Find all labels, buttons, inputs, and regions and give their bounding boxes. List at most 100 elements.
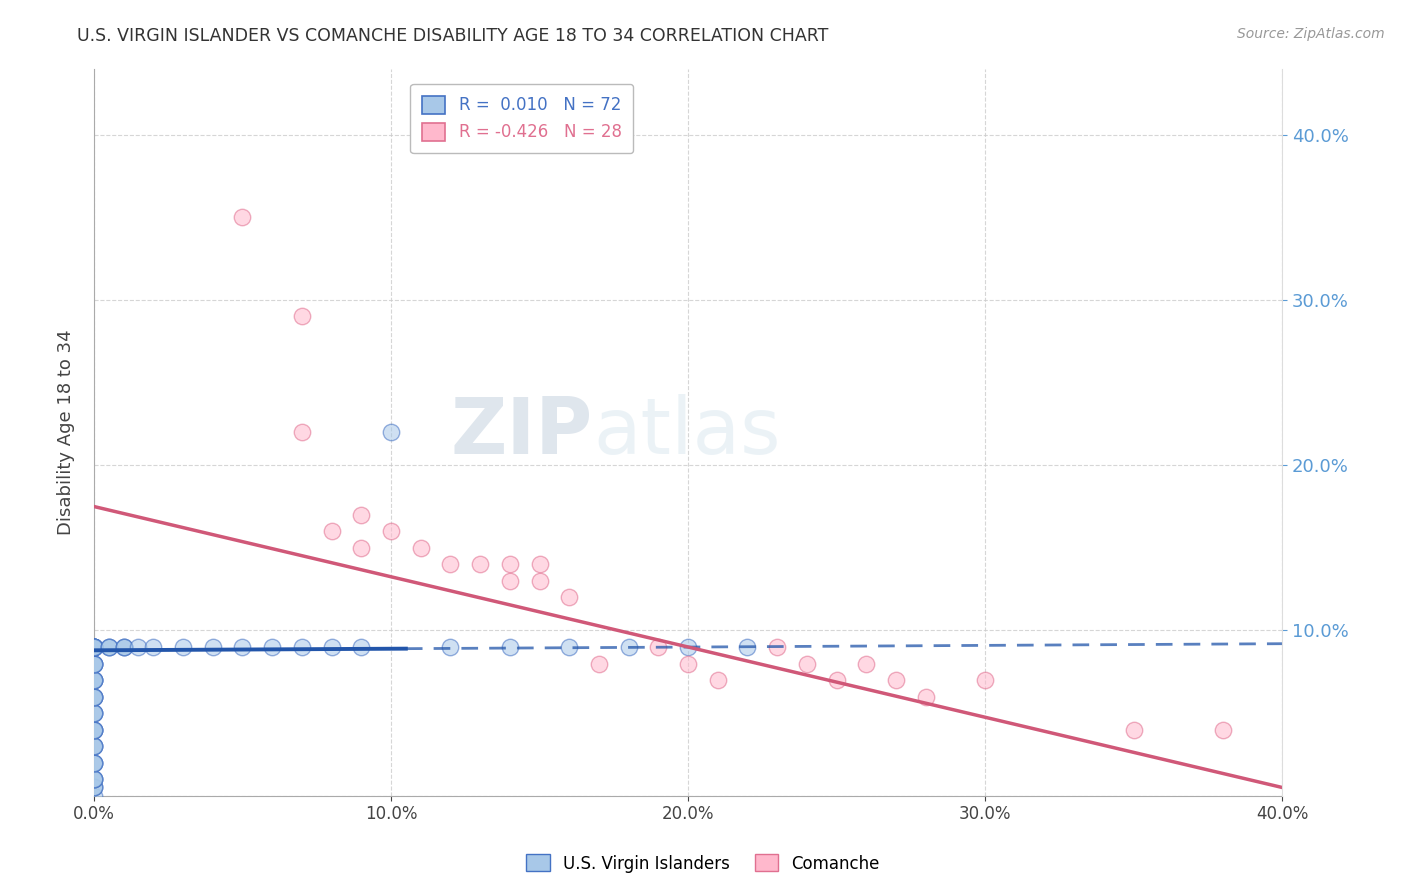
Point bbox=[499, 558, 522, 572]
Point bbox=[83, 780, 105, 795]
Point bbox=[83, 690, 105, 704]
Point bbox=[83, 739, 105, 754]
Point bbox=[83, 657, 105, 671]
Point bbox=[350, 640, 373, 654]
Point bbox=[231, 211, 253, 225]
Point bbox=[83, 640, 105, 654]
Point bbox=[1122, 723, 1144, 737]
Point bbox=[83, 706, 105, 720]
Point bbox=[83, 640, 105, 654]
Point bbox=[83, 723, 105, 737]
Point bbox=[83, 657, 105, 671]
Point bbox=[83, 789, 105, 803]
Point bbox=[380, 425, 402, 439]
Point bbox=[127, 640, 149, 654]
Point bbox=[83, 640, 105, 654]
Point bbox=[83, 780, 105, 795]
Point bbox=[529, 558, 551, 572]
Point bbox=[499, 640, 522, 654]
Legend: U.S. Virgin Islanders, Comanche: U.S. Virgin Islanders, Comanche bbox=[520, 847, 886, 880]
Point bbox=[83, 657, 105, 671]
Point bbox=[83, 690, 105, 704]
Point bbox=[83, 640, 105, 654]
Point bbox=[83, 706, 105, 720]
Text: Source: ZipAtlas.com: Source: ZipAtlas.com bbox=[1237, 27, 1385, 41]
Point bbox=[796, 657, 818, 671]
Point bbox=[617, 640, 640, 654]
Point bbox=[231, 640, 253, 654]
Point bbox=[83, 739, 105, 754]
Point bbox=[1212, 723, 1234, 737]
Point bbox=[855, 657, 877, 671]
Point bbox=[558, 591, 581, 605]
Y-axis label: Disability Age 18 to 34: Disability Age 18 to 34 bbox=[58, 329, 75, 535]
Point bbox=[588, 657, 610, 671]
Point bbox=[439, 640, 461, 654]
Point bbox=[83, 772, 105, 787]
Point bbox=[647, 640, 669, 654]
Point bbox=[83, 723, 105, 737]
Point bbox=[83, 772, 105, 787]
Point bbox=[83, 706, 105, 720]
Point bbox=[83, 756, 105, 770]
Point bbox=[83, 739, 105, 754]
Point bbox=[321, 524, 343, 539]
Point bbox=[707, 673, 730, 687]
Point bbox=[83, 673, 105, 687]
Point bbox=[262, 640, 284, 654]
Point bbox=[676, 640, 699, 654]
Point bbox=[112, 640, 135, 654]
Point bbox=[112, 640, 135, 654]
Point bbox=[83, 739, 105, 754]
Point bbox=[83, 640, 105, 654]
Point bbox=[529, 574, 551, 588]
Text: ZIP: ZIP bbox=[451, 394, 593, 470]
Point bbox=[83, 780, 105, 795]
Point bbox=[83, 640, 105, 654]
Point bbox=[201, 640, 224, 654]
Point bbox=[291, 310, 314, 324]
Point bbox=[291, 640, 314, 654]
Point bbox=[291, 425, 314, 439]
Point bbox=[83, 690, 105, 704]
Point bbox=[97, 640, 120, 654]
Point bbox=[172, 640, 194, 654]
Point bbox=[83, 723, 105, 737]
Point bbox=[321, 640, 343, 654]
Point bbox=[914, 690, 936, 704]
Point bbox=[83, 657, 105, 671]
Point bbox=[83, 756, 105, 770]
Point bbox=[676, 657, 699, 671]
Point bbox=[83, 756, 105, 770]
Point bbox=[83, 640, 105, 654]
Point bbox=[380, 524, 402, 539]
Point bbox=[409, 541, 432, 555]
Point bbox=[974, 673, 997, 687]
Point bbox=[83, 673, 105, 687]
Legend: R =  0.010   N = 72, R = -0.426   N = 28: R = 0.010 N = 72, R = -0.426 N = 28 bbox=[411, 84, 633, 153]
Point bbox=[83, 673, 105, 687]
Point bbox=[439, 558, 461, 572]
Point bbox=[825, 673, 848, 687]
Point bbox=[83, 690, 105, 704]
Point bbox=[350, 508, 373, 522]
Point bbox=[83, 690, 105, 704]
Point bbox=[112, 640, 135, 654]
Point bbox=[83, 657, 105, 671]
Point bbox=[83, 640, 105, 654]
Point bbox=[737, 640, 759, 654]
Point bbox=[142, 640, 165, 654]
Point bbox=[83, 723, 105, 737]
Point bbox=[83, 772, 105, 787]
Point bbox=[499, 574, 522, 588]
Point bbox=[558, 640, 581, 654]
Point bbox=[468, 558, 491, 572]
Point bbox=[97, 640, 120, 654]
Point bbox=[83, 706, 105, 720]
Text: atlas: atlas bbox=[593, 394, 780, 470]
Point bbox=[83, 772, 105, 787]
Point bbox=[350, 541, 373, 555]
Point bbox=[97, 640, 120, 654]
Point bbox=[83, 640, 105, 654]
Point bbox=[83, 673, 105, 687]
